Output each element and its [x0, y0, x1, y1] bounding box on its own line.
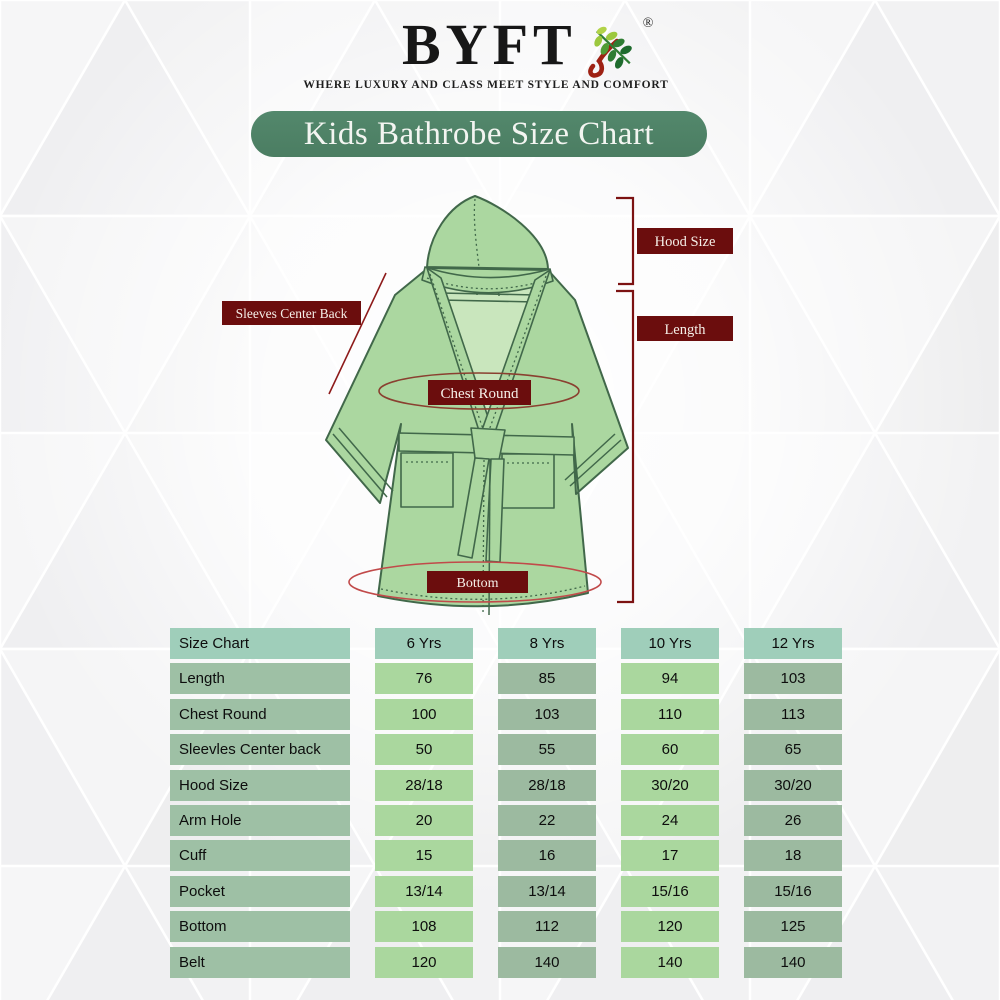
row-label: Belt: [170, 946, 350, 978]
value-cell: 103: [498, 698, 596, 730]
value-cell: 112: [498, 911, 596, 943]
value-cell: 22: [498, 804, 596, 836]
bottom-label: Bottom: [427, 571, 528, 593]
brand-tagline: WHERE LUXURY AND CLASS MEET STYLE AND CO…: [303, 79, 669, 91]
leaf-branch-icon: [583, 18, 645, 78]
value-cell: 26: [744, 804, 842, 836]
value-cell: 15/16: [744, 875, 842, 907]
table-title-cell: Size Chart: [170, 628, 350, 659]
value-cell: 18: [744, 840, 842, 872]
svg-text:Hood Size: Hood Size: [655, 234, 716, 250]
value-cell: 28/18: [498, 769, 596, 801]
value-cell: 103: [744, 663, 842, 695]
value-cell: 108: [375, 911, 473, 943]
value-cell: 94: [621, 663, 719, 695]
column-header: 10 Yrs: [621, 628, 719, 659]
row-label: Length: [170, 663, 350, 695]
row-label: Hood Size: [170, 769, 350, 801]
size-chart-table: Size Chart 6 Yrs 8 Yrs 10 Yrs 12 Yrs Length 76…: [170, 628, 842, 978]
value-cell: 100: [375, 698, 473, 730]
hood-size-label: Hood Size: [637, 228, 733, 254]
chest-round-label: Chest Round: [428, 380, 531, 405]
brand-wordmark: BYFT: [402, 12, 577, 77]
svg-text:Length: Length: [664, 322, 706, 338]
row-label: Chest Round: [170, 698, 350, 730]
length-label: Length: [637, 316, 733, 341]
column-header: 6 Yrs: [375, 628, 473, 659]
length-bracket: [616, 289, 635, 604]
column-header: 12 Yrs: [744, 628, 842, 659]
registered-trademark: ®: [642, 16, 654, 31]
value-cell: 120: [621, 911, 719, 943]
value-cell: 140: [498, 946, 596, 978]
value-cell: 28/18: [375, 769, 473, 801]
value-cell: 24: [621, 804, 719, 836]
value-cell: 17: [621, 840, 719, 872]
value-cell: 50: [375, 734, 473, 766]
svg-text:Chest Round: Chest Round: [441, 386, 519, 402]
value-cell: 65: [744, 734, 842, 766]
value-cell: 30/20: [744, 769, 842, 801]
value-cell: 55: [498, 734, 596, 766]
svg-text:Bottom: Bottom: [456, 576, 498, 591]
value-cell: 140: [744, 946, 842, 978]
value-cell: 113: [744, 698, 842, 730]
page-title: Kids Bathrobe Size Chart: [303, 115, 655, 152]
row-label: Arm Hole: [170, 804, 350, 836]
value-cell: 30/20: [621, 769, 719, 801]
row-label: Cuff: [170, 840, 350, 872]
value-cell: 85: [498, 663, 596, 695]
value-cell: 125: [744, 911, 842, 943]
value-cell: 60: [621, 734, 719, 766]
value-cell: 110: [621, 698, 719, 730]
value-cell: 13/14: [375, 875, 473, 907]
sleeves-pointer-line: [328, 272, 387, 395]
value-cell: 140: [621, 946, 719, 978]
value-cell: 76: [375, 663, 473, 695]
value-cell: 15: [375, 840, 473, 872]
bathrobe-diagram: Hood Size Length Sleeves Center Back Che…: [222, 195, 733, 616]
column-header: 8 Yrs: [498, 628, 596, 659]
row-label: Sleevles Center back: [170, 734, 350, 766]
sleeves-center-back-label: Sleeves Center Back: [222, 301, 361, 325]
hood-size-bracket: [616, 196, 635, 286]
value-cell: 16: [498, 840, 596, 872]
row-label: Bottom: [170, 911, 350, 943]
row-label: Pocket: [170, 875, 350, 907]
brand-logo: BYFT ®: [402, 14, 653, 78]
value-cell: 20: [375, 804, 473, 836]
svg-text:Sleeves Center Back: Sleeves Center Back: [236, 306, 348, 321]
value-cell: 13/14: [498, 875, 596, 907]
title-banner: Kids Bathrobe Size Chart: [251, 111, 707, 157]
value-cell: 120: [375, 946, 473, 978]
value-cell: 15/16: [621, 875, 719, 907]
